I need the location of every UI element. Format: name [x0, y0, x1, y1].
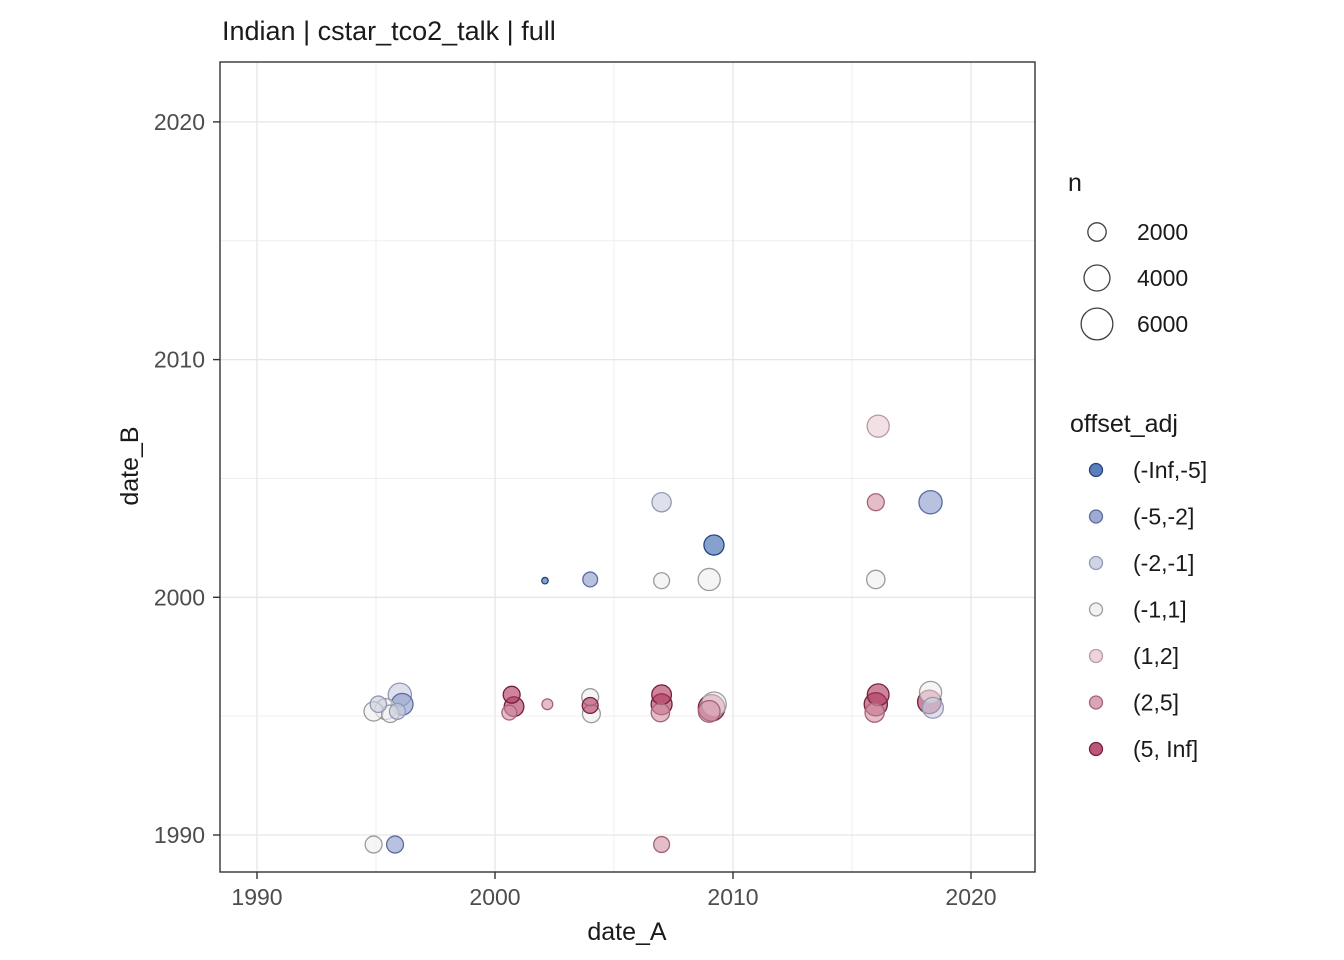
scatter-point	[541, 576, 549, 585]
scatter-point	[581, 696, 599, 715]
x-tick-label: 1990	[231, 884, 282, 910]
panel-frame	[219, 61, 1036, 873]
color-legend-label: (-5,-2]	[1133, 504, 1194, 530]
scatter-point	[650, 702, 671, 723]
gridlines	[220, 62, 1035, 872]
scatter-point	[697, 699, 721, 723]
scatter-point	[369, 695, 388, 714]
size-legend-label: 6000	[1137, 311, 1188, 337]
scatter-point	[653, 572, 671, 590]
color-legend-label: (5, Inf]	[1133, 736, 1198, 762]
color-legend-label: (1,2]	[1133, 643, 1179, 669]
color-legend-key	[1088, 695, 1104, 710]
scatter-point	[866, 493, 885, 512]
scatter-point	[385, 835, 405, 854]
scatter-point	[703, 534, 725, 556]
color-legend-label: (-Inf,-5]	[1133, 457, 1207, 483]
scatter-point	[921, 696, 945, 719]
y-tick-label: 2020	[154, 109, 205, 135]
legend: 2000 4000 6000 (-Inf,-5] (-5,-2] (-2,-1] (-1,1…	[1080, 219, 1207, 762]
color-legend-label: (-2,-1]	[1133, 550, 1194, 576]
data-points	[363, 414, 945, 854]
size-legend-key	[1087, 222, 1107, 242]
chart-title: Indian | cstar_tco2_talk | full	[222, 16, 556, 46]
scatter-point	[502, 685, 521, 704]
y-tick-label: 1990	[154, 822, 205, 848]
y-tick-label: 2000	[154, 584, 205, 610]
x-tick-label: 2010	[707, 884, 758, 910]
color-legend-label: (-1,1]	[1133, 597, 1187, 623]
scatter-point	[651, 684, 673, 706]
y-tick-label: 2010	[154, 347, 205, 373]
x-tick-label: 2000	[469, 884, 520, 910]
color-legend-title: offset_adj	[1070, 410, 1178, 438]
axis-ticks: 1990 2000 2010 2020 1990 2000 2010 2020	[154, 109, 997, 910]
scatter-point	[697, 567, 721, 592]
color-legend-label: (2,5]	[1133, 690, 1179, 716]
size-legend-key	[1083, 264, 1111, 292]
scatter-point	[866, 414, 890, 438]
scatter-point	[582, 571, 599, 588]
scatter-point	[653, 835, 671, 854]
y-axis-label: date_B	[116, 426, 144, 505]
size-legend-label: 2000	[1137, 219, 1188, 245]
x-tick-label: 2020	[945, 884, 996, 910]
scatter-point	[864, 702, 885, 723]
scatter-point	[865, 569, 886, 590]
size-legend-title: n	[1068, 169, 1082, 197]
x-axis-label: date_A	[587, 918, 667, 946]
size-legend-key	[1080, 307, 1114, 341]
panel-border	[219, 61, 1036, 873]
color-legend-key	[1088, 509, 1104, 524]
color-legend-key	[1088, 462, 1104, 478]
scatter-point	[541, 698, 554, 711]
size-legend-label: 4000	[1137, 265, 1188, 291]
color-legend-key	[1088, 648, 1104, 664]
scatter-point	[918, 489, 943, 515]
color-legend-key	[1088, 555, 1104, 571]
scatter-point	[866, 683, 890, 707]
color-legend-key	[1088, 741, 1104, 757]
scatter-point	[388, 702, 407, 720]
color-legend-key	[1088, 602, 1104, 617]
scatter-point	[501, 704, 518, 721]
scatter-point	[364, 835, 383, 854]
scatter-point	[651, 491, 672, 513]
